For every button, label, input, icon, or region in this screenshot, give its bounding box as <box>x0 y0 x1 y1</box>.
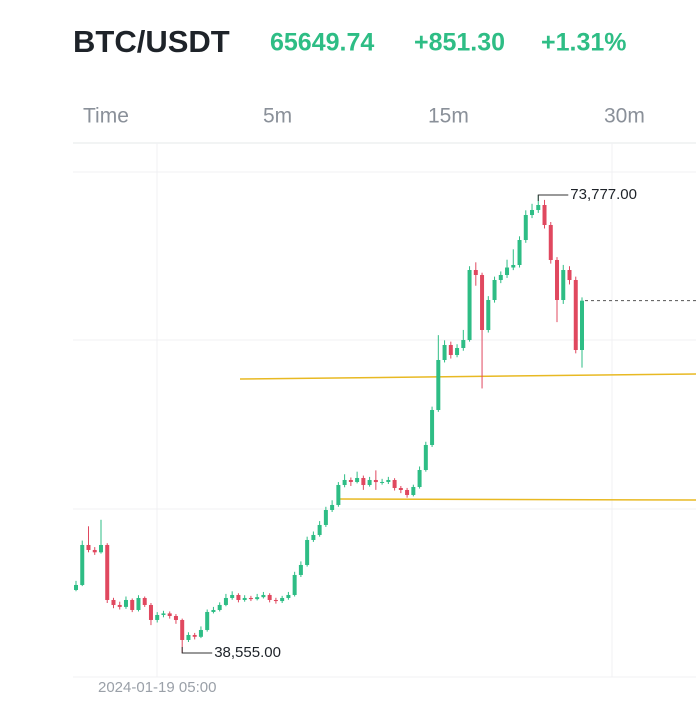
candle-body <box>86 544 91 550</box>
candle-body <box>305 539 310 565</box>
candle-body <box>173 616 178 620</box>
candle-body <box>330 504 335 510</box>
candle-body <box>498 274 503 281</box>
candle-body <box>192 634 197 637</box>
candle-body <box>430 409 435 445</box>
candle-body <box>573 280 578 350</box>
candle-body <box>355 477 360 482</box>
candle-body <box>261 594 266 598</box>
candle-body <box>405 489 410 495</box>
candle-body <box>567 270 572 281</box>
min-pointer <box>181 647 213 654</box>
candle-body <box>248 597 253 600</box>
candle-body <box>530 210 535 215</box>
candle-body <box>473 270 478 275</box>
x-tick-label: 2024-01-19 05:00 <box>98 679 216 696</box>
tab[interactable]: Time <box>83 105 129 128</box>
candle-body <box>455 347 460 355</box>
candle-body <box>205 611 210 630</box>
candle-body <box>223 597 228 605</box>
candle-body <box>292 574 297 595</box>
candle-body <box>548 224 553 261</box>
candle-body <box>336 484 341 505</box>
candle-body <box>211 609 216 612</box>
candle-body <box>123 599 128 607</box>
candle-body <box>130 599 135 610</box>
candle-body <box>180 619 185 640</box>
candle-body <box>511 264 516 268</box>
candle-body <box>98 544 103 553</box>
candle-body <box>480 274 485 330</box>
candle-body <box>117 604 122 607</box>
candle-body <box>267 594 272 600</box>
candle-body <box>555 260 560 301</box>
candle-body <box>298 564 303 575</box>
candle-body <box>198 629 203 637</box>
candle-body <box>367 479 372 485</box>
candle-body <box>323 509 328 525</box>
candle-body <box>442 344 447 360</box>
max-label: 73,777.00 <box>570 186 637 203</box>
percent-change: +1.31% <box>541 29 627 57</box>
drawn-line <box>336 498 696 501</box>
candle-body <box>161 613 166 615</box>
pair-title: BTC/USDT <box>73 24 230 59</box>
drawn-line <box>239 373 696 380</box>
candle-body <box>580 300 584 350</box>
candle-body <box>317 524 322 535</box>
candle-body <box>311 534 316 540</box>
candle-body <box>148 604 153 620</box>
candle-body <box>286 594 291 598</box>
candle-body <box>105 544 110 600</box>
candle-body <box>280 597 285 602</box>
candle-body <box>236 594 241 600</box>
candle-body <box>155 614 160 620</box>
last-price: 65649.74 <box>270 29 374 57</box>
candle-body <box>380 481 385 483</box>
candle-body <box>186 634 191 640</box>
candle-body <box>167 613 172 617</box>
candle-body <box>436 359 441 410</box>
candle-body <box>217 604 222 610</box>
candle-body <box>136 597 141 610</box>
candle-body <box>461 339 466 348</box>
candle-body <box>255 597 260 600</box>
max-pointer <box>537 194 569 201</box>
candle-body <box>230 594 235 598</box>
tab[interactable]: 15m <box>428 105 469 128</box>
candle-body <box>536 204 541 211</box>
min-label: 38,555.00 <box>214 644 281 661</box>
candle-body <box>411 486 416 495</box>
candle-body <box>492 280 497 301</box>
plot: 2024-01-19 05:00 73,777.00 38,555.00 <box>74 186 696 696</box>
candle-body <box>561 270 566 301</box>
candle-body <box>505 267 510 275</box>
candle-body <box>142 597 147 605</box>
candle-body <box>542 204 547 225</box>
candle-body <box>242 597 247 600</box>
candle-body <box>467 270 472 340</box>
candle-body <box>448 344 453 355</box>
candle-body <box>523 214 528 241</box>
candle-body <box>80 544 85 585</box>
candle-body <box>398 487 403 490</box>
candle-body <box>273 599 278 602</box>
candle-body <box>74 584 78 590</box>
candle-body <box>348 479 353 482</box>
candle-body <box>373 479 378 483</box>
tab[interactable]: 30m <box>604 105 645 128</box>
candle-body <box>486 300 491 330</box>
candle-body <box>417 469 422 487</box>
candle-body <box>423 444 428 470</box>
tab[interactable]: 5m <box>263 105 292 128</box>
candle-body <box>92 549 97 553</box>
candle-body <box>392 479 397 488</box>
candle-body <box>386 479 391 482</box>
candle-body <box>517 240 522 265</box>
candle-body <box>361 477 366 485</box>
candle-body <box>111 599 116 605</box>
price-change: +851.30 <box>414 29 505 57</box>
candle-body <box>342 479 347 485</box>
